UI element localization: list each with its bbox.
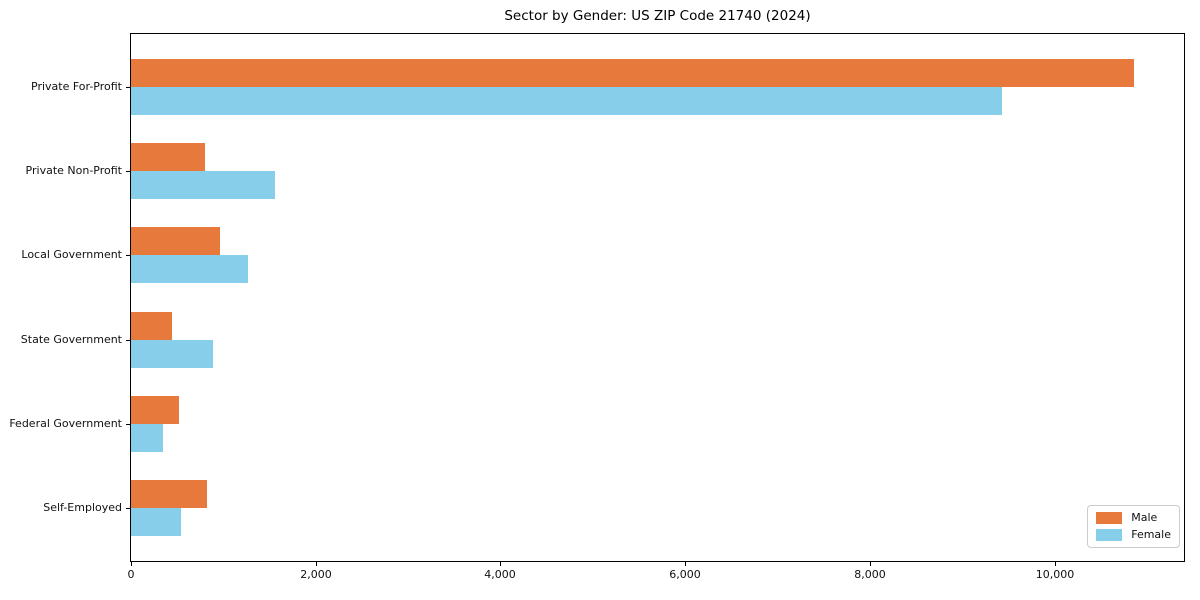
y-axis-tick <box>126 339 130 341</box>
x-axis-tick <box>131 562 132 566</box>
y-axis-label-self-employed: Self-Employed <box>43 500 122 514</box>
x-axis-tick-label: 0 <box>127 568 135 581</box>
legend-swatch-female <box>1096 528 1123 541</box>
bar-male-federal-government <box>131 395 179 424</box>
legend-swatch-male <box>1096 511 1123 524</box>
y-axis-label-local-government: Local Government <box>21 248 122 262</box>
y-axis-label-private-non-profit: Private Non-Profit <box>25 164 122 178</box>
x-axis-tick <box>500 562 501 566</box>
legend-label: Female <box>1131 528 1171 541</box>
chart-title: Sector by Gender: US ZIP Code 21740 (202… <box>504 8 811 24</box>
bar-female-local-government <box>131 255 249 284</box>
y-axis-label-federal-government: Federal Government <box>9 416 122 430</box>
bar-male-private-for-profit <box>131 59 1135 88</box>
y-axis-tick <box>126 255 130 257</box>
bar-female-private-for-profit <box>131 87 1002 116</box>
x-axis-tick <box>870 562 871 566</box>
legend: Male Female <box>1087 505 1180 548</box>
bar-male-private-non-profit <box>131 143 206 172</box>
bar-male-local-government <box>131 227 221 256</box>
bar-female-self-employed <box>131 507 182 536</box>
x-axis-tick <box>316 562 317 566</box>
x-axis-tick-label: 6,000 <box>669 568 701 581</box>
x-axis-tick-label: 2,000 <box>300 568 332 581</box>
x-axis-tick <box>1055 562 1056 566</box>
y-axis-tick <box>126 423 130 425</box>
x-axis-tick-label: 4,000 <box>484 568 516 581</box>
y-axis-tick <box>126 87 130 89</box>
x-axis-tick <box>685 562 686 566</box>
legend-entry-female: Female <box>1096 528 1171 541</box>
legend-entry-male: Male <box>1096 511 1171 524</box>
legend-label: Male <box>1131 511 1158 524</box>
x-axis-tick-label: 10,000 <box>1035 568 1075 581</box>
bar-female-private-non-profit <box>131 171 276 200</box>
y-axis-tick <box>126 507 130 509</box>
plot-area: Male Female <box>130 33 1185 562</box>
bar-male-self-employed <box>131 479 208 508</box>
bar-female-federal-government <box>131 423 164 452</box>
y-axis-label-private-for-profit: Private For-Profit <box>31 80 122 94</box>
x-axis-tick-label: 8,000 <box>854 568 886 581</box>
bar-male-state-government <box>131 311 173 340</box>
y-axis-tick <box>126 171 130 173</box>
bar-female-state-government <box>131 339 214 368</box>
y-axis-label-state-government: State Government <box>20 332 122 346</box>
